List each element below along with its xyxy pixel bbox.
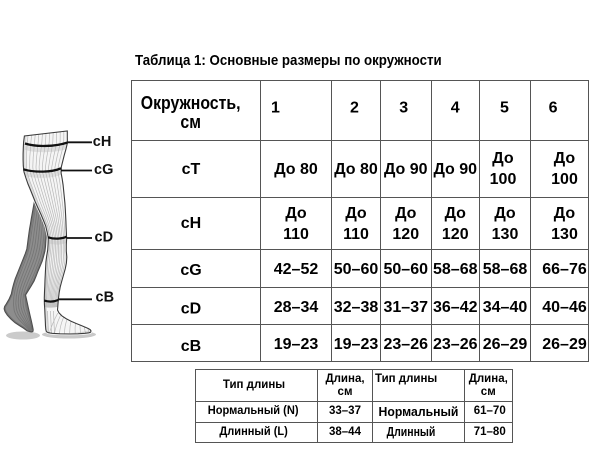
svg-text:cH: cH — [93, 134, 112, 150]
svg-text:cD: cD — [95, 230, 114, 246]
svg-text:cB: cB — [96, 290, 115, 306]
svg-text:cG: cG — [94, 162, 113, 178]
